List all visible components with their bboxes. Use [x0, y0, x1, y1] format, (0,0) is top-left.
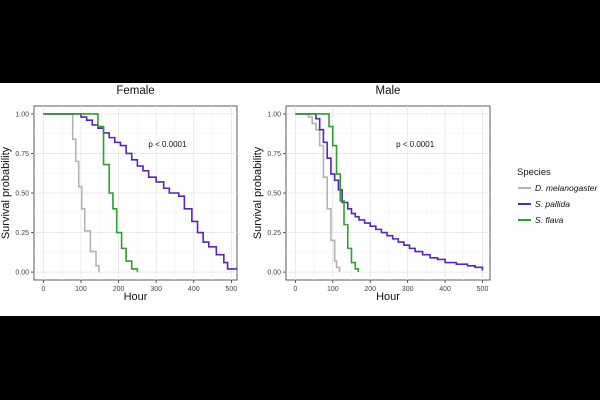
chart-title: Female: [116, 85, 154, 97]
x-tick-label: 400: [439, 286, 451, 293]
chart-female: 0 100 200 300 400 500 0.00 0.25 0.50 0.75 1.00 Fema…: [0, 85, 238, 303]
survival-figure: 0 100 200 300 400 500 0.00 0.25 0.50 0.75 1.00 Fema…: [0, 85, 599, 303]
x-tick-label: 500: [477, 286, 489, 293]
y-axis-label: Survival probability: [252, 146, 264, 239]
x-tick-label: 100: [75, 286, 87, 293]
x-tick-label: 200: [364, 286, 376, 293]
y-tick-label: 1.00: [15, 111, 29, 118]
p-value-annotation: p < 0.0001: [396, 140, 435, 149]
x-tick-label: 0: [41, 286, 45, 293]
species-legend: Species D. melanogaster S. pallida S. fl…: [517, 167, 599, 225]
y-tick-label: 0.00: [267, 270, 281, 277]
x-axis-label: Hour: [376, 291, 400, 303]
series-line-s-flava: [295, 113, 360, 273]
x-tick-label: 300: [150, 286, 162, 293]
legend-title: Species: [517, 167, 551, 178]
y-tick-label: 0.75: [267, 151, 281, 158]
x-tick-label: 100: [327, 286, 339, 293]
legend-label: D. melanogaster: [535, 183, 599, 193]
legend-label: S. flava: [535, 215, 564, 225]
x-axis-label: Hour: [124, 291, 148, 303]
p-value-annotation: p < 0.0001: [148, 140, 187, 149]
legend-entry-s-flava: S. flava: [518, 215, 564, 225]
y-tick-label: 0.25: [15, 230, 29, 237]
series-line-d-melanogaster: [295, 113, 341, 273]
chart-male: 0 100 200 300 400 500 0.00 0.25 0.50 0.75 1.00 Male…: [252, 85, 491, 303]
y-tick-label: 1.00: [267, 111, 281, 118]
chart-title: Male: [376, 85, 401, 97]
x-tick-label: 0: [293, 286, 297, 293]
x-tick-label: 400: [188, 286, 200, 293]
y-tick-label: 0.25: [267, 230, 281, 237]
legend-entry-s-pallida: S. pallida: [518, 199, 570, 209]
x-tick-label: 200: [113, 286, 125, 293]
legend-entry-d-melanogaster: D. melanogaster: [518, 183, 599, 193]
x-tick-label: 300: [402, 286, 414, 293]
series-line-d-melanogaster: [43, 113, 100, 273]
legend-label: S. pallida: [535, 199, 570, 209]
series-line-s-pallida: [295, 113, 484, 271]
y-tick-label: 0.50: [267, 191, 281, 198]
x-tick-label: 500: [226, 286, 238, 293]
y-tick-label: 0.50: [15, 191, 29, 198]
y-axis-label: Survival probability: [0, 146, 12, 239]
series-line-s-flava: [43, 113, 139, 273]
figure-panel: 0 100 200 300 400 500 0.00 0.25 0.50 0.75 1.00 Fema…: [0, 83, 600, 316]
y-tick-label: 0.75: [15, 151, 29, 158]
y-tick-label: 0.00: [15, 270, 29, 277]
